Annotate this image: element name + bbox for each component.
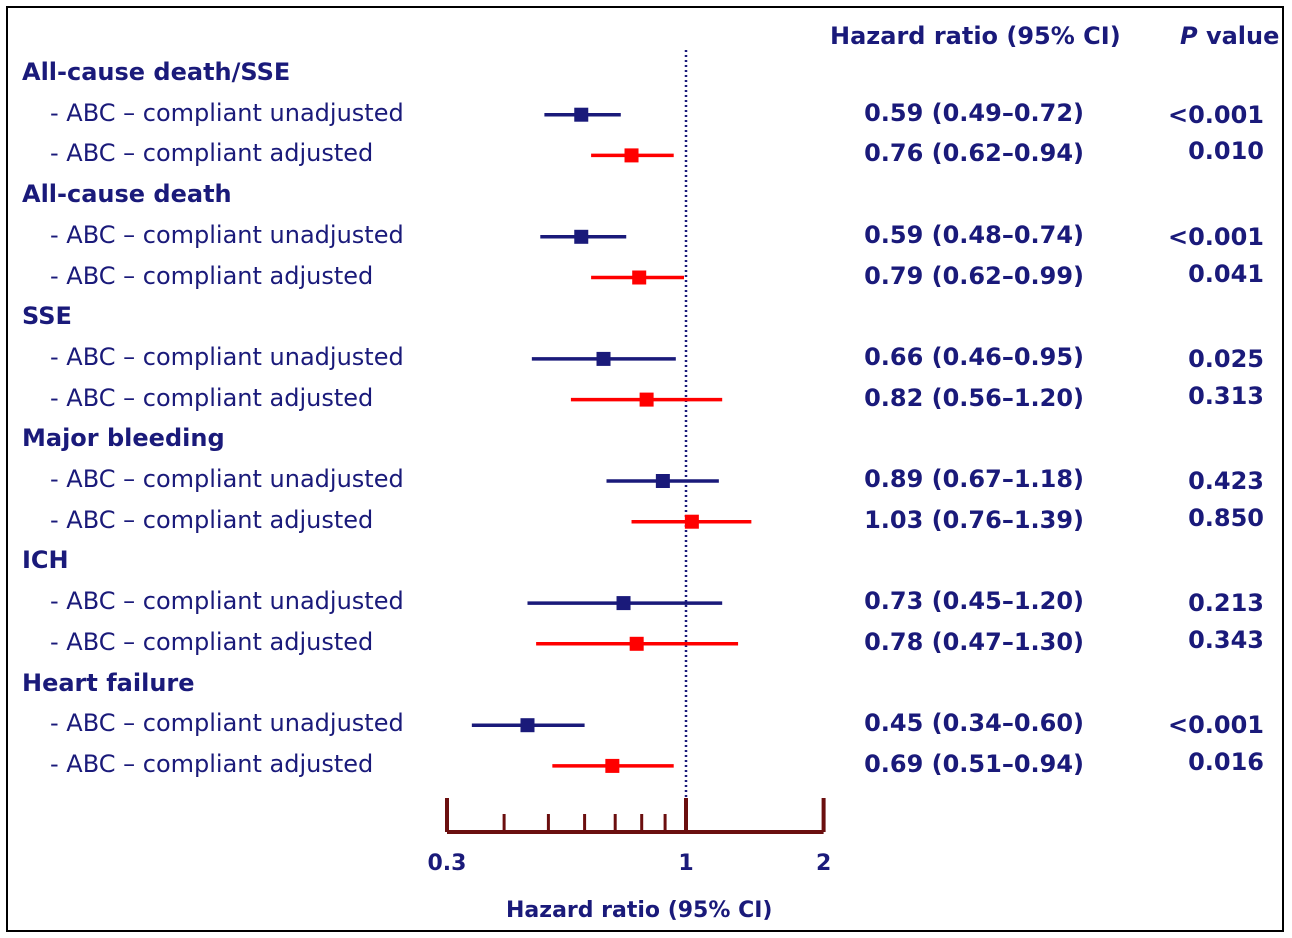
x-tick-label: 1	[678, 851, 693, 876]
hr-value: 0.69 (0.51–0.94)	[864, 749, 1084, 778]
row-label: - ABC – compliant unadjusted	[50, 709, 404, 738]
row-label: - ABC – compliant unadjusted	[50, 98, 404, 127]
hr-value: 0.59 (0.48–0.74)	[864, 220, 1084, 249]
group-label: SSE	[22, 302, 72, 331]
group-label: All-cause death	[22, 180, 232, 209]
hr-value: 0.78 (0.47–1.30)	[864, 627, 1084, 656]
row-label: - ABC – compliant unadjusted	[50, 587, 404, 616]
p-value: 0.041	[1188, 259, 1264, 288]
x-tick-label: 0.3	[428, 851, 467, 876]
point-estimate-unadjusted	[655, 474, 670, 488]
p-value: 0.423	[1188, 467, 1264, 495]
x-axis-title: Hazard ratio (95% CI)	[506, 898, 773, 923]
hr-value: 0.73 (0.45–1.20)	[864, 587, 1084, 616]
point-estimate-unadjusted	[574, 229, 589, 244]
p-value: <0.001	[1167, 222, 1264, 251]
p-value: 0.010	[1188, 137, 1264, 166]
hr-column-header: Hazard ratio (95% CI)	[830, 22, 1121, 50]
row-label: - ABC – compliant unadjusted	[50, 220, 404, 249]
point-estimate-adjusted	[639, 392, 654, 407]
point-estimate-adjusted	[684, 514, 699, 529]
row-label: - ABC – compliant adjusted	[50, 139, 374, 168]
p-value: <0.001	[1167, 100, 1264, 129]
row-label: - ABC – compliant adjusted	[50, 383, 374, 412]
p-value: 0.025	[1188, 344, 1264, 373]
hr-value: 1.03 (0.76–1.39)	[864, 505, 1084, 534]
point-estimate-adjusted	[624, 148, 639, 163]
row-label: - ABC – compliant adjusted	[50, 261, 374, 290]
hr-value: 0.76 (0.62–0.94)	[864, 139, 1084, 168]
row-label: - ABC – compliant adjusted	[50, 749, 374, 778]
p-italic: P	[1180, 22, 1198, 50]
p-value: <0.001	[1167, 711, 1264, 740]
point-estimate-unadjusted	[520, 718, 535, 733]
p-value: 0.850	[1188, 503, 1264, 532]
group-label: All-cause death/SSE	[22, 58, 291, 86]
hr-value: 0.59 (0.49–0.72)	[864, 98, 1084, 127]
hr-value: 0.82 (0.56–1.20)	[864, 383, 1084, 412]
p-value: 0.343	[1188, 625, 1264, 654]
figure-frame	[6, 6, 1284, 932]
group-label: Major bleeding	[22, 424, 225, 453]
p-value-column-header: P value	[1180, 22, 1279, 50]
p-value: 0.213	[1188, 589, 1264, 618]
point-estimate-adjusted	[605, 758, 620, 773]
group-label: ICH	[22, 546, 69, 575]
p-value: 0.016	[1188, 747, 1264, 776]
x-tick-label: 2	[816, 851, 831, 876]
row-label: - ABC – compliant unadjusted	[50, 465, 404, 493]
p-value: 0.313	[1188, 381, 1264, 410]
point-estimate-adjusted	[632, 270, 647, 285]
row-label: - ABC – compliant adjusted	[50, 505, 374, 534]
hr-value: 0.89 (0.67–1.18)	[864, 465, 1084, 493]
group-label: Heart failure	[22, 668, 195, 697]
point-estimate-unadjusted	[574, 107, 589, 122]
hr-value: 0.79 (0.62–0.99)	[864, 261, 1084, 290]
hr-value: 0.45 (0.34–0.60)	[864, 709, 1084, 738]
row-label: - ABC – compliant adjusted	[50, 627, 374, 656]
hr-value: 0.66 (0.46–0.95)	[864, 342, 1084, 371]
p-value-suffix: value	[1197, 22, 1280, 50]
point-estimate-unadjusted	[616, 596, 631, 611]
point-estimate-unadjusted	[596, 351, 611, 366]
row-label: - ABC – compliant unadjusted	[50, 342, 404, 371]
point-estimate-adjusted	[629, 636, 644, 651]
